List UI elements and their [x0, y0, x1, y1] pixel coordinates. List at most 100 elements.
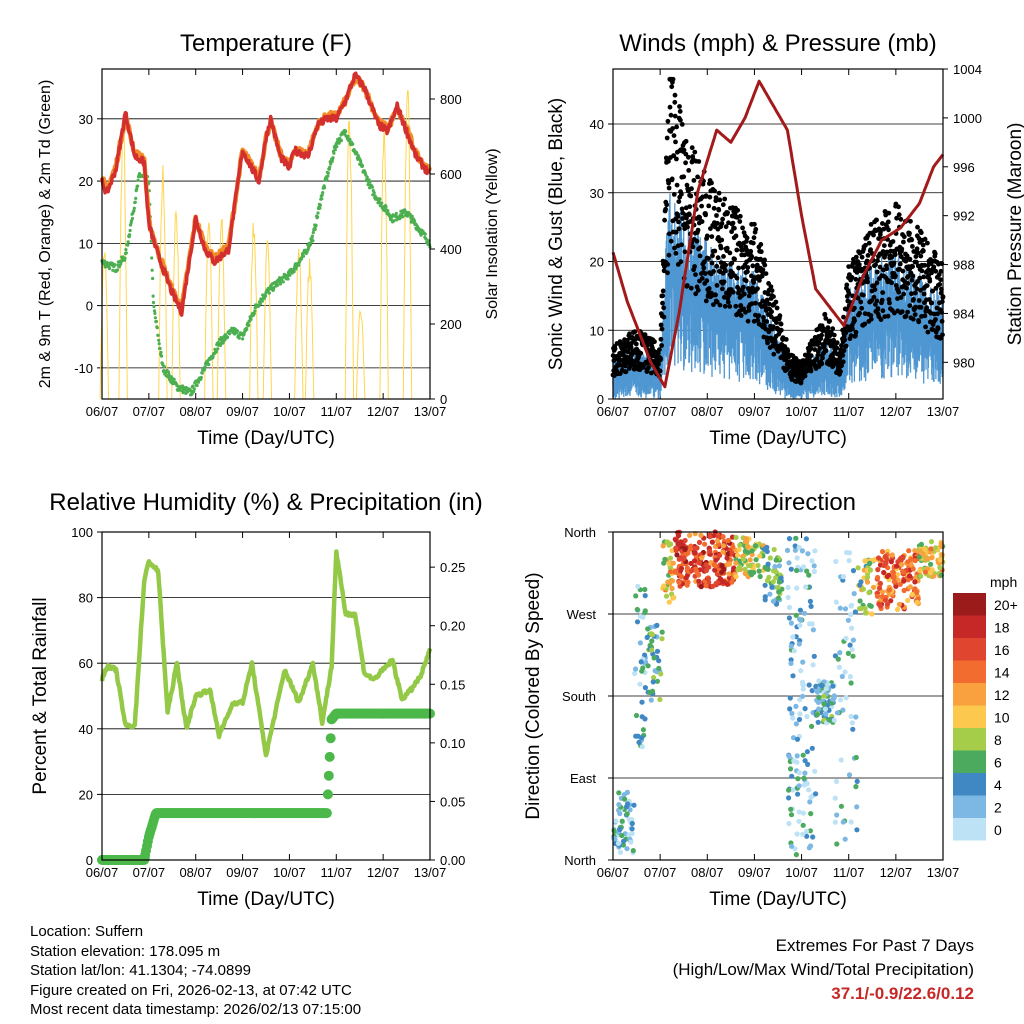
gust-point: [741, 291, 747, 297]
gust-point: [899, 309, 905, 315]
direction-point: [833, 599, 840, 605]
direction-point: [794, 585, 800, 591]
gust-point: [872, 287, 878, 292]
direction-point: [725, 537, 732, 544]
direction-point: [720, 543, 727, 549]
y2-tick-label: 0.15: [440, 677, 465, 692]
direction-point: [795, 776, 801, 782]
dewpoint-point: [301, 254, 306, 258]
direction-point: [800, 810, 807, 816]
gust-point: [901, 234, 907, 240]
direction-point: [733, 574, 739, 580]
direction-point: [685, 579, 691, 585]
direction-point: [673, 545, 679, 551]
gust-point: [886, 227, 891, 233]
gust-point: [741, 284, 746, 290]
dewpoint-point: [158, 346, 162, 351]
dewpoint-point: [162, 365, 166, 369]
gust-point: [875, 306, 881, 311]
direction-point: [649, 638, 655, 644]
panel-title: Relative Humidity (%) & Precipitation (i…: [49, 489, 482, 516]
direction-point: [799, 548, 806, 554]
gust-point: [753, 226, 759, 232]
gust-point: [704, 278, 710, 284]
direction-point: [638, 659, 644, 665]
y2-tick-label: 0.20: [440, 619, 465, 634]
direction-point: [776, 579, 783, 585]
y-tick-label: 40: [590, 117, 604, 132]
direction-point: [657, 696, 663, 703]
direction-point: [724, 555, 730, 561]
gust-point: [737, 219, 743, 224]
direction-point: [775, 585, 781, 591]
direction-point: [805, 551, 811, 557]
direction-point: [698, 532, 704, 539]
colorbar-swatch: [953, 660, 986, 683]
colorbar-swatch: [953, 705, 986, 728]
gust-point: [688, 285, 694, 291]
gust-point: [778, 327, 784, 333]
direction-point: [717, 552, 723, 559]
direction-point: [927, 570, 934, 576]
gust-point: [817, 346, 823, 351]
colorbar-swatch: [953, 773, 986, 796]
gust-point: [727, 304, 733, 309]
direction-point: [770, 579, 776, 585]
extremes-values: 37.1/-0.9/22.6/0.12: [831, 984, 974, 1003]
direction-point: [849, 720, 855, 726]
direction-point: [802, 770, 808, 776]
direction-point: [879, 549, 886, 555]
direction-point: [654, 678, 661, 684]
gust-point: [687, 204, 693, 210]
direction-point: [633, 712, 640, 719]
dewpoint-point: [132, 206, 136, 210]
gust-point: [682, 249, 688, 255]
direction-point: [832, 795, 838, 801]
direction-point: [650, 651, 656, 657]
dewpoint-point: [113, 263, 117, 267]
direction-point: [928, 539, 935, 545]
gust-point: [900, 268, 906, 274]
direction-point: [843, 695, 849, 701]
y-tick-label: 30: [79, 112, 93, 127]
direction-point: [848, 819, 854, 825]
dewpoint-point: [368, 180, 372, 184]
gust-point: [683, 138, 689, 144]
direction-point: [838, 803, 845, 809]
gust-point: [896, 289, 902, 295]
direction-point: [813, 791, 819, 797]
direction-point: [906, 548, 912, 554]
gust-point: [676, 226, 682, 232]
direction-point: [667, 565, 673, 571]
direction-point: [617, 849, 624, 855]
direction-point: [693, 568, 700, 574]
gust-point: [623, 369, 629, 375]
dewpoint-point: [227, 332, 232, 336]
y2-tick-label: 600: [440, 167, 462, 182]
gust-point: [666, 231, 672, 237]
dewpoint-point: [124, 248, 128, 252]
gust-point: [918, 230, 924, 236]
direction-point: [790, 787, 796, 793]
direction-point: [914, 599, 920, 605]
direction-point: [907, 584, 914, 590]
gust-point: [918, 253, 924, 259]
gust-point: [692, 149, 698, 155]
direction-point: [796, 818, 802, 824]
y-tick-label: North: [564, 525, 596, 540]
direction-point: [853, 714, 859, 720]
y2-tick-label: 0.00: [440, 853, 465, 868]
gust-point: [763, 326, 769, 332]
x-tick-label: 13/07: [414, 404, 447, 419]
direction-point: [733, 534, 739, 541]
direction-point: [793, 852, 800, 858]
direction-point: [842, 836, 848, 842]
gust-point: [884, 249, 890, 255]
gust-point: [672, 92, 678, 98]
gust-point: [727, 250, 733, 256]
direction-point: [793, 721, 800, 727]
direction-point: [937, 557, 943, 563]
dewpoint-point: [315, 215, 320, 219]
y-tick-label: 80: [79, 591, 93, 606]
direction-point: [670, 560, 676, 566]
